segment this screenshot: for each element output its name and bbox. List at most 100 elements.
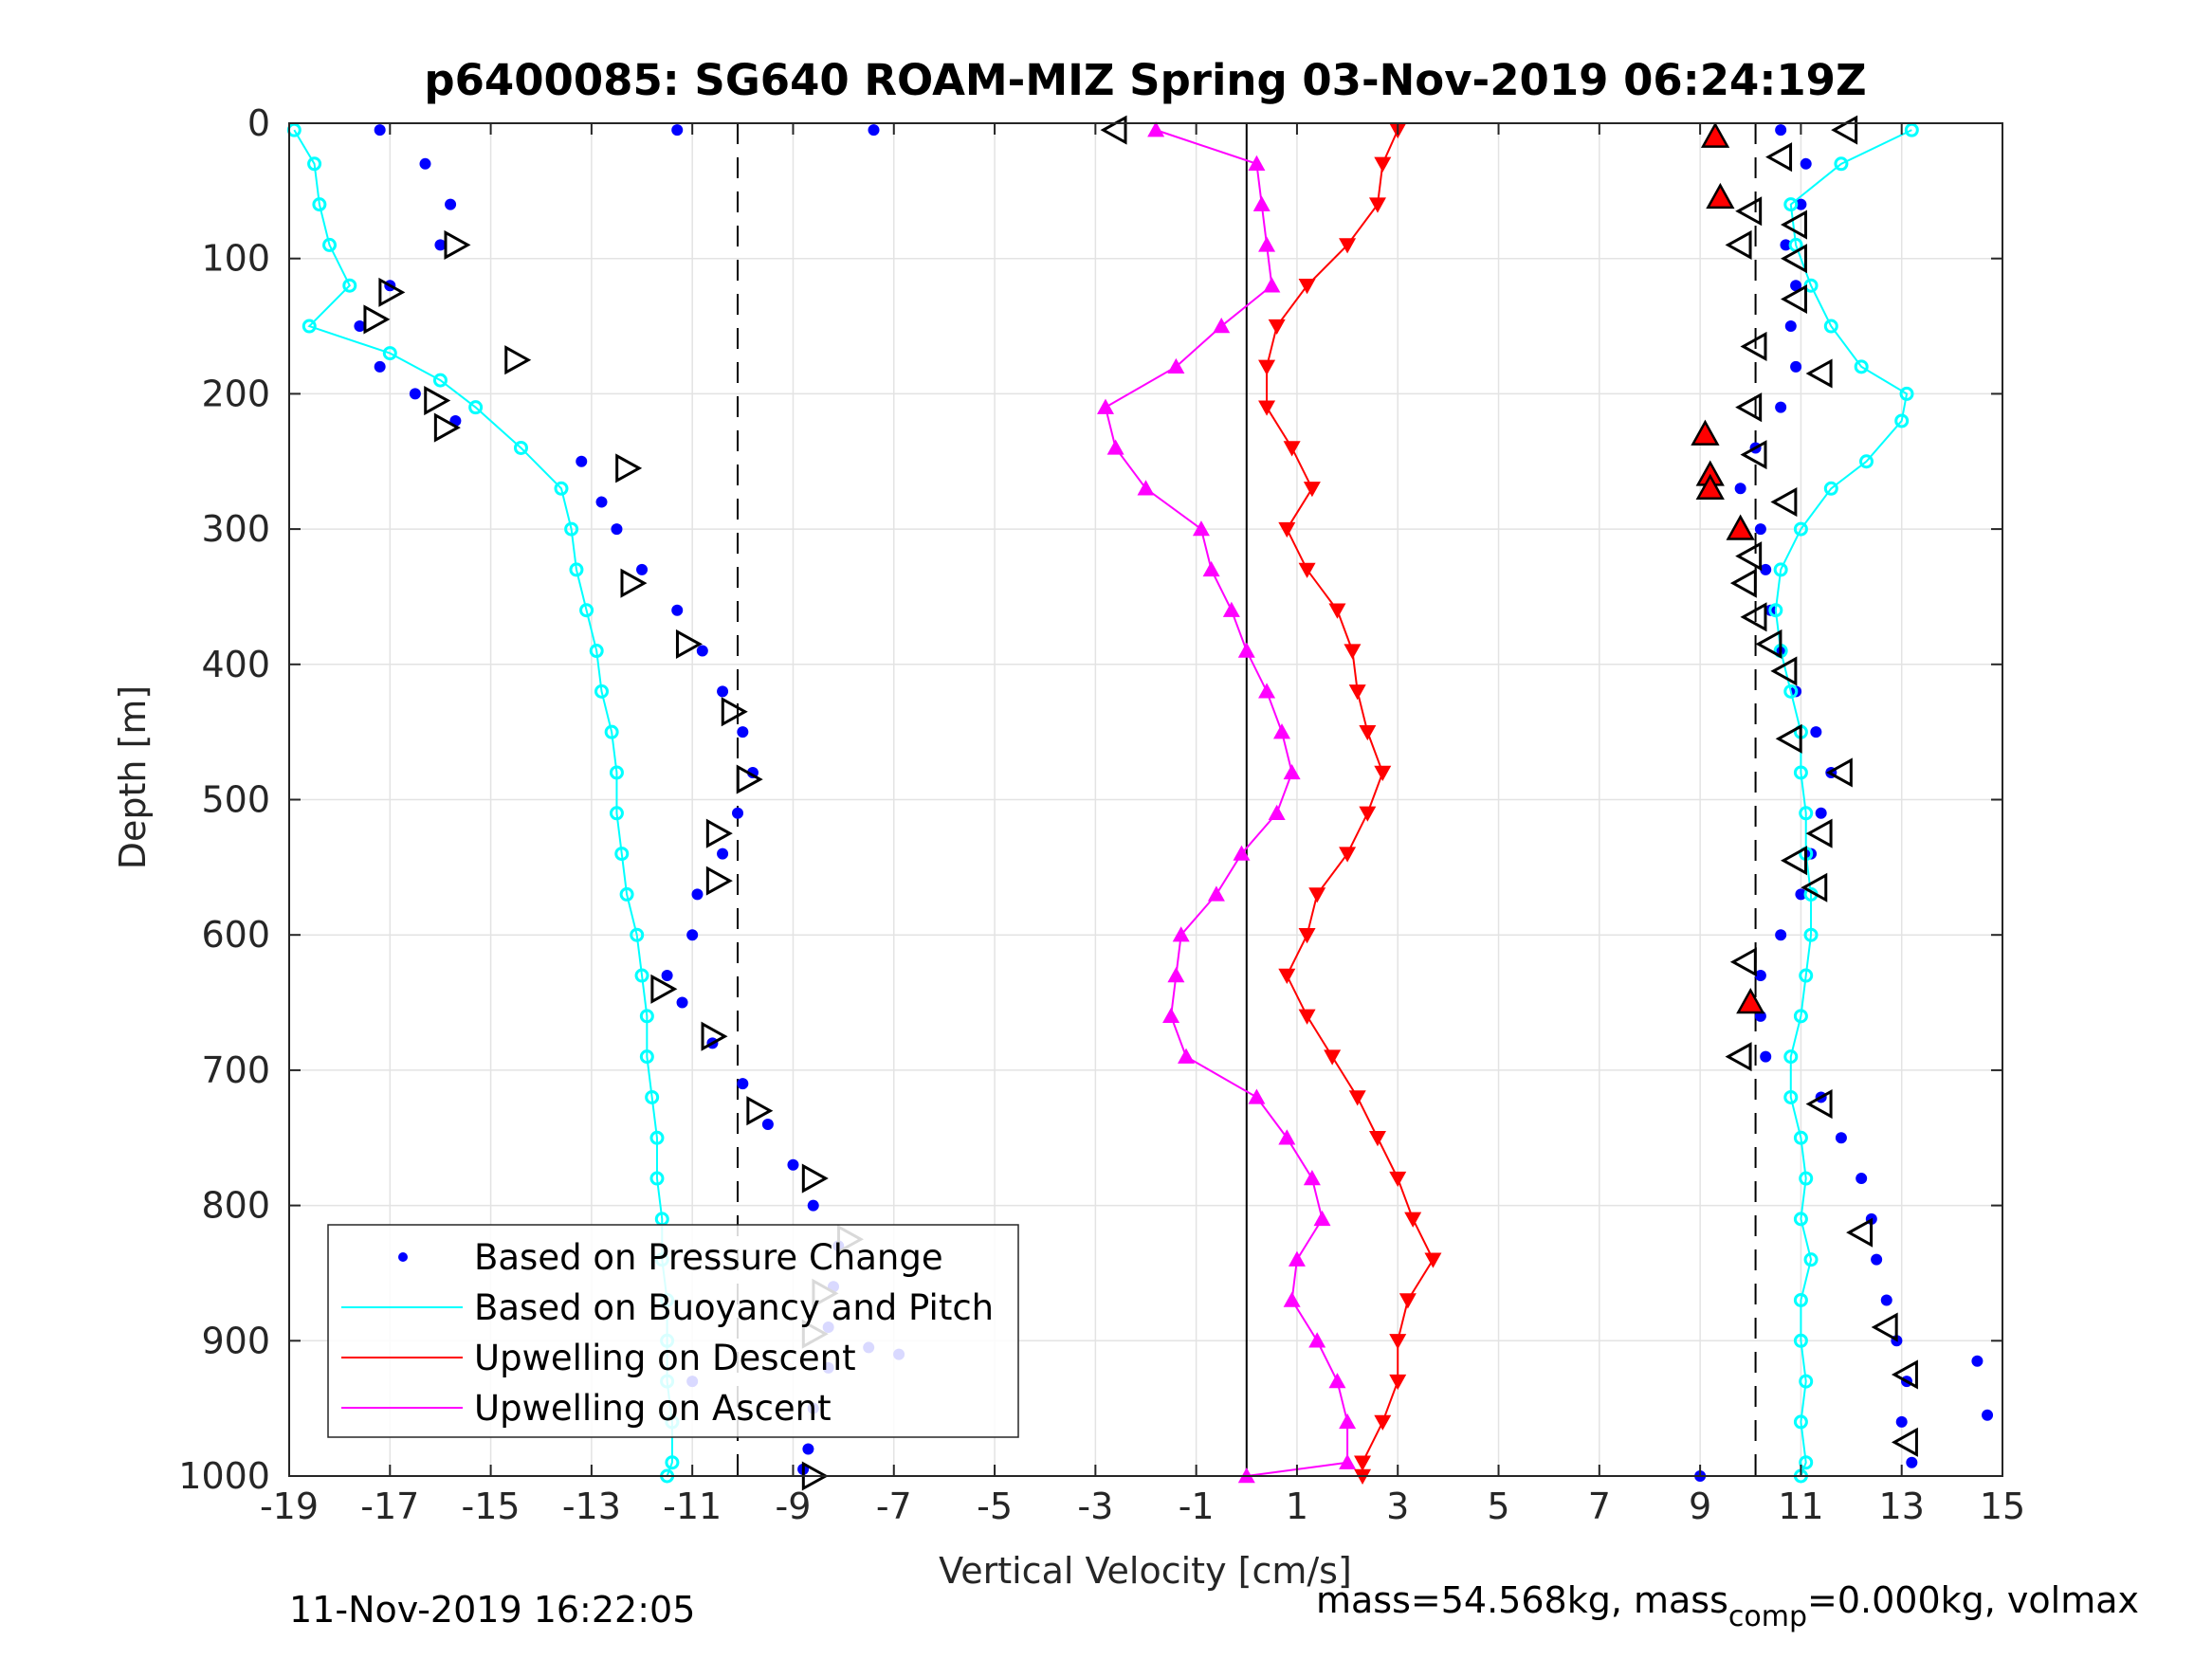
series-2-point: [1368, 1131, 1386, 1147]
series-0-point: [1835, 1132, 1847, 1144]
series-0-point: [595, 496, 608, 508]
series-3-point: [1106, 439, 1124, 455]
series-2-point: [1404, 1212, 1422, 1228]
series-1-point: [1793, 765, 1808, 780]
descent-triangle-marker: [801, 1163, 829, 1194]
series-1-point: [1768, 603, 1783, 618]
ascent-triangle-marker: [1805, 818, 1833, 848]
series-3-point: [1272, 723, 1290, 739]
series-1-point: [1793, 1130, 1808, 1145]
series-3-point: [1137, 480, 1155, 496]
series-3-point: [1192, 520, 1210, 537]
series-1-point: [564, 521, 579, 537]
series-2-point: [1298, 562, 1316, 578]
series-1-point: [1799, 1374, 1814, 1389]
y-tick-label: 0: [247, 102, 270, 144]
series-3-point: [1237, 642, 1255, 658]
series-3-point: [1278, 1129, 1296, 1145]
series-1-point: [1793, 521, 1808, 537]
ascent-triangle-marker: [1805, 1089, 1833, 1120]
outlier-point: [868, 124, 880, 137]
outlier-point: [671, 124, 684, 137]
series-2-point: [1303, 482, 1321, 498]
series-1-point: [609, 806, 624, 821]
red-triangle-marker: [1706, 182, 1735, 210]
series-0-point: [1880, 1294, 1892, 1306]
series-0-point: [661, 970, 673, 982]
series-0-point: [686, 929, 699, 941]
series-0-point: [434, 239, 447, 251]
series-0-point: [691, 888, 704, 901]
series-0-point: [1790, 360, 1802, 373]
series-2-point: [1278, 968, 1296, 985]
series-1-point: [307, 156, 322, 172]
series-0-point: [636, 563, 649, 575]
series-3-point: [1213, 318, 1231, 334]
ascent-triangle-marker: [1725, 1042, 1752, 1072]
series-1-point: [639, 1009, 654, 1024]
series-1-point: [619, 886, 634, 902]
series-2: [1258, 122, 1442, 1485]
series-0-point: [1760, 1050, 1772, 1063]
series-1-point: [1803, 1252, 1819, 1267]
series-1-point: [1799, 1455, 1814, 1470]
series-1-point: [589, 644, 604, 659]
series-1-point: [665, 1455, 680, 1470]
legend-label: Based on Buoyancy and Pitch: [474, 1287, 994, 1328]
series-1-point: [1859, 454, 1874, 469]
descent-triangle-marker: [705, 866, 733, 896]
series-3-point: [1147, 121, 1165, 137]
series-2-point: [1298, 928, 1316, 944]
series-0-point: [717, 848, 729, 860]
series-3-point: [1248, 1088, 1266, 1104]
series-1-point: [302, 319, 317, 334]
ascent-triangle-marker: [1729, 568, 1757, 598]
y-tick-label: 100: [201, 238, 270, 280]
series-1-point: [579, 603, 594, 618]
ascent-triangle-marker: [1729, 947, 1757, 977]
series-0-point: [1790, 280, 1802, 292]
legend-swatch: [398, 1252, 408, 1262]
series-0-point: [807, 1199, 819, 1212]
series-1-point: [1783, 684, 1799, 699]
series-1-point: [1823, 319, 1838, 334]
legend-label: Upwelling on Descent: [474, 1338, 856, 1378]
descent-triangle-marker: [736, 764, 763, 794]
series-3-point: [1328, 1373, 1346, 1389]
ascent-triangle-marker: [1891, 1359, 1918, 1390]
series-3-point: [1202, 560, 1220, 577]
series-1-point: [634, 968, 649, 983]
series-1-point: [468, 400, 484, 415]
x-tick-label: -15: [462, 1486, 521, 1527]
y-tick-label: 200: [201, 373, 270, 414]
x-tick-label: -9: [776, 1486, 812, 1527]
series-1-point: [554, 481, 569, 496]
series-3-point: [1258, 683, 1276, 699]
footer-mass: mass=54.568kg, masscomp=0.000kg, volmax: [1316, 1579, 2139, 1633]
footer-mass-subscript: comp: [1728, 1600, 1808, 1633]
series-1-point: [1793, 1333, 1808, 1348]
series-1-point: [1799, 968, 1814, 983]
series-1-point: [382, 346, 397, 361]
x-tick-label: 5: [1487, 1486, 1509, 1527]
series-0-point: [1871, 1253, 1883, 1266]
series-2-point: [1374, 156, 1392, 173]
ascent-triangle-marker: [1825, 757, 1853, 788]
ascent-triangle-marker: [1846, 1217, 1874, 1248]
series-1-point: [432, 373, 448, 388]
y-tick-label: 600: [201, 914, 270, 956]
footer-mass-text: mass=54.568kg, mass: [1316, 1579, 1728, 1621]
footer-date: 11-Nov-2019 16:22:05: [289, 1589, 696, 1631]
x-axis-label: Vertical Velocity [cm/s]: [939, 1550, 1352, 1592]
data-series: [286, 121, 1919, 1485]
x-tick-label: 15: [1980, 1486, 2025, 1527]
outlier-point: [1982, 1409, 1994, 1421]
ascent-triangle-marker: [1805, 358, 1833, 389]
x-tick-label: 13: [1879, 1486, 1925, 1527]
series-2-point: [1368, 197, 1386, 213]
series-3-point: [1283, 1291, 1301, 1307]
series-2-point: [1389, 1334, 1407, 1350]
ascent-triangle-marker: [1735, 196, 1763, 227]
legend-label: Based on Pressure Change: [474, 1237, 943, 1278]
